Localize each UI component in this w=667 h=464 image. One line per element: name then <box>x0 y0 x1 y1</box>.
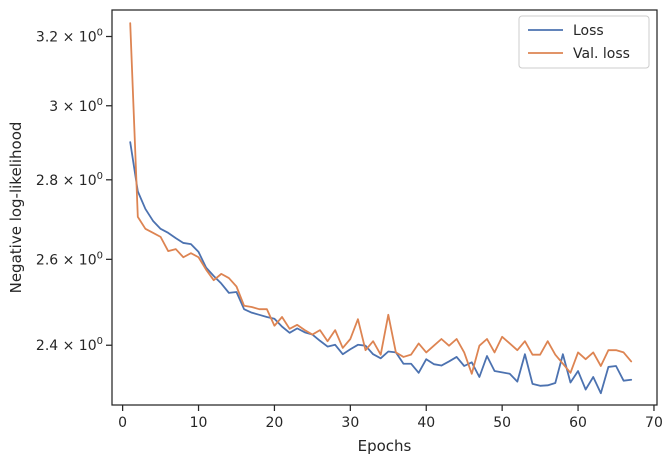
series-line-loss <box>129 141 633 395</box>
y-axis: 2.4 × 100 2.6 × 100 2.8 × 100 3 × 100 3.2 × … <box>36 27 112 354</box>
x-tick-label: 40 <box>417 415 435 431</box>
plot-background <box>112 10 657 405</box>
x-tick-label: 50 <box>493 415 511 431</box>
legend-box <box>518 15 650 69</box>
x-tick-label: 70 <box>645 415 663 431</box>
y-tick-label: 2.8 × 100 <box>36 171 103 189</box>
x-axis-label: Epochs <box>358 437 412 455</box>
legend: Loss Val. loss <box>518 15 650 69</box>
y-tick-label: 2.4 × 100 <box>36 336 103 354</box>
x-axis: 0 10 20 30 40 50 60 70 <box>118 405 663 431</box>
y-tick-label: 3.2 × 100 <box>36 27 103 45</box>
x-tick-label: 10 <box>190 415 208 431</box>
legend-label-val-loss: Val. loss <box>573 46 630 62</box>
legend-label-loss: Loss <box>573 23 604 39</box>
x-tick-label: 0 <box>118 415 127 431</box>
plot-frame <box>111 9 658 406</box>
series-line-val-loss <box>129 22 633 375</box>
x-tick-label: 60 <box>569 415 587 431</box>
x-tick-label: 30 <box>341 415 359 431</box>
series-layer <box>129 22 633 395</box>
y-tick-label: 2.6 × 100 <box>36 250 103 268</box>
y-axis-label: Negative log-likelihood <box>7 122 25 294</box>
y-tick-label: 3 × 100 <box>49 97 103 115</box>
x-tick-label: 20 <box>266 415 284 431</box>
